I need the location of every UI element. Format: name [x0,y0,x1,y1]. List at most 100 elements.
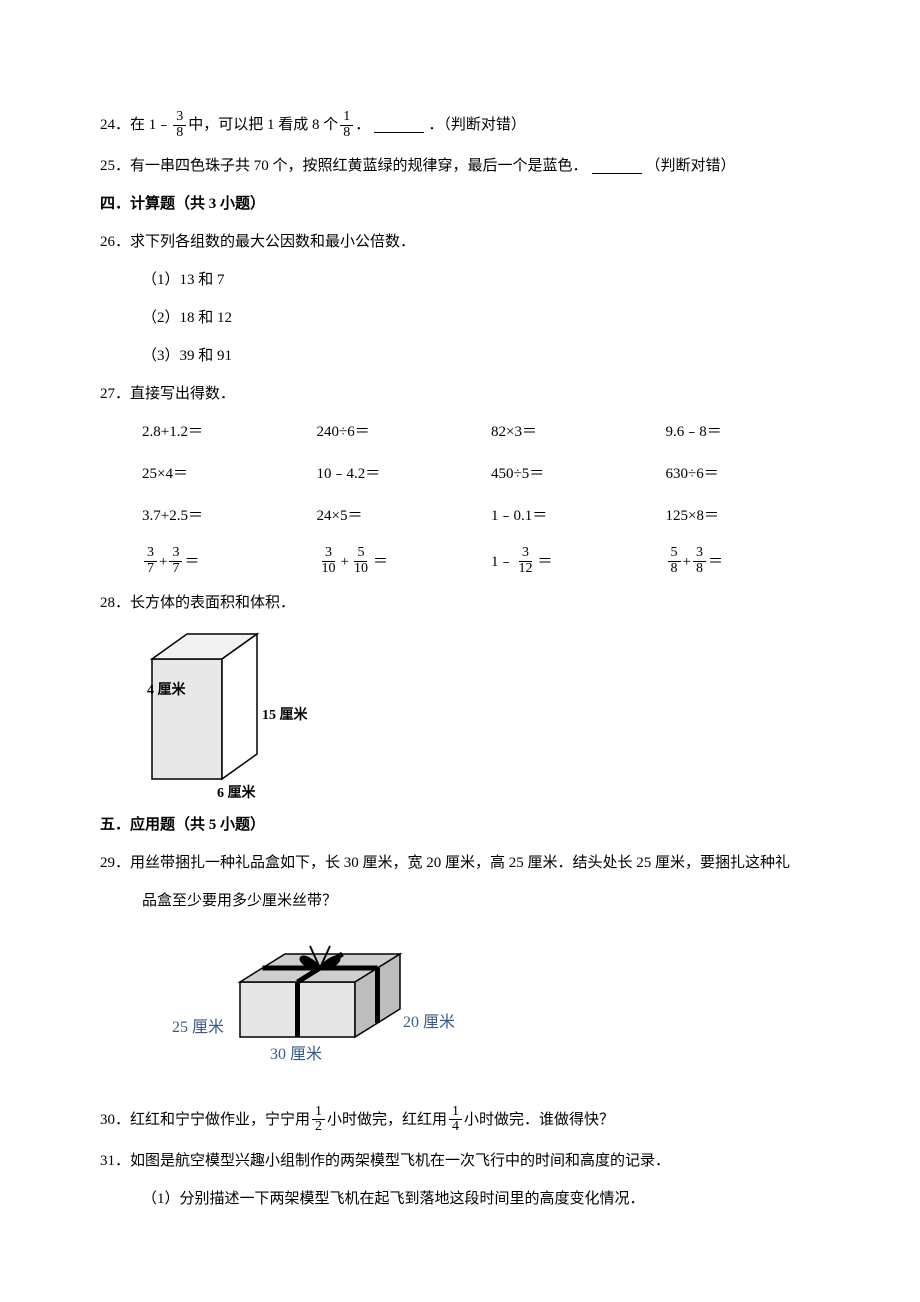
calc-cell: 58 + 38 ＝ [666,546,821,576]
qnum: 28． [100,591,130,615]
fraction: 510 [351,546,371,576]
fraction: 1 8 [340,110,353,140]
calc-cell: 9.6﹣8＝ [666,420,821,444]
fraction: 1 2 [312,1105,325,1135]
calc-grid: 2.8+1.2＝ 240÷6＝ 82×3＝ 9.6﹣8＝ 25×4＝ 10﹣4.… [100,420,820,576]
text: 长方体的表面积和体积． [130,591,295,615]
expr: 1﹣0.1＝ [491,504,547,528]
calc-cell: 24×5＝ [317,504,472,528]
fraction: 3 8 [173,110,186,140]
eq: ＝ [373,550,388,574]
answer-blank[interactable] [374,118,424,133]
fraction: 1 4 [449,1105,462,1135]
calc-cell: 630÷6＝ [666,462,821,486]
expr: 630÷6＝ [666,462,719,486]
expr: 24×5＝ [317,504,363,528]
svg-text:4 厘米: 4 厘米 [147,681,186,698]
text: 求下列各组数的最大公因数和最小公倍数． [130,230,415,254]
text: （判断对错） [646,154,736,178]
question-28: 28． 长方体的表面积和体积． [100,591,820,615]
question-27: 27． 直接写出得数． [100,382,820,406]
question-30: 30． 红红和宁宁做作业，宁宁用 1 2 小时做完，红红用 1 4 小时做完．谁… [100,1105,820,1135]
expr: 82×3＝ [491,420,537,444]
expr: 450÷5＝ [491,462,544,486]
fraction: 38 [693,546,706,576]
cuboid-figure: 4 厘米15 厘米6 厘米 [142,629,820,799]
eq: ＝ [708,550,723,574]
q26-part2: （2）18 和 12 [100,306,820,330]
text: （2）18 和 12 [142,306,232,330]
calc-cell: 10﹣4.2＝ [317,462,472,486]
op: + [159,550,167,574]
fraction: 37 [169,546,182,576]
fraction: 58 [668,546,681,576]
expr: 25×4＝ [142,462,188,486]
question-26: 26． 求下列各组数的最大公因数和最小公倍数． [100,230,820,254]
svg-text:15 厘米: 15 厘米 [262,706,308,723]
calc-cell: 3.7+2.5＝ [142,504,297,528]
eq: ＝ [184,550,199,574]
fraction: 37 [144,546,157,576]
gift-figure: 25 厘米 20 厘米 30 厘米 [170,927,820,1087]
calc-cell: 82×3＝ [491,420,646,444]
fraction: 312 [516,546,536,576]
qnum: 27． [100,382,130,406]
expr: 10﹣4.2＝ [317,462,381,486]
question-31: 31． 如图是航空模型兴趣小组制作的两架模型飞机在一次飞行中的时间和高度的记录． [100,1149,820,1173]
calc-cell: 1﹣0.1＝ [491,504,646,528]
text: ．（判断对错） [428,113,526,137]
q26-part3: （3）39 和 91 [100,344,820,368]
qnum: 26． [100,230,130,254]
expr: 3.7+2.5＝ [142,504,203,528]
calc-cell: 37 + 37 ＝ [142,546,297,576]
op: + [683,550,691,574]
section-4-heading: 四．计算题（共 3 小题） [100,192,820,216]
qnum: 29． [100,851,130,875]
qnum: 24． [100,113,130,137]
answer-blank[interactable] [592,159,642,174]
cuboid-svg: 4 厘米15 厘米6 厘米 [142,629,327,799]
calc-cell: 1﹣ 312 ＝ [491,546,646,576]
calc-cell: 450÷5＝ [491,462,646,486]
text: 中，可以把 1 看成 8 个 [188,113,338,137]
text: （1）分别描述一下两架模型飞机在起飞到落地这段时间里的高度变化情况． [142,1187,645,1211]
svg-text:25 厘米: 25 厘米 [172,1018,224,1036]
text: 直接写出得数． [130,382,235,406]
text: 品盒至少要用多少厘米丝带？ [142,889,337,913]
calc-cell: 240÷6＝ [317,420,472,444]
text: 用丝带捆扎一种礼品盒如下，长 30 厘米，宽 20 厘米，高 25 厘米．结头处… [130,851,790,875]
text: 小时做完，红红用 [327,1108,447,1132]
calc-cell: 2.8+1.2＝ [142,420,297,444]
text: 如图是航空模型兴趣小组制作的两架模型飞机在一次飞行中的时间和高度的记录． [130,1149,670,1173]
svg-text:30 厘米: 30 厘米 [270,1045,322,1063]
qnum: 30． [100,1108,130,1132]
op: + [341,550,349,574]
text: 有一串四色珠子共 70 个，按照红黄蓝绿的规律穿，最后一个是蓝色． [130,154,588,178]
qnum: 31． [100,1149,130,1173]
expr: 125×8＝ [666,504,719,528]
text: 1﹣ [491,550,514,574]
section-5-heading: 五．应用题（共 5 小题） [100,813,820,837]
question-24: 24． 在 1﹣ 3 8 中，可以把 1 看成 8 个 1 8 ． ．（判断对错… [100,110,820,140]
text: ． [355,113,370,137]
text: 小时做完．谁做得快？ [464,1108,614,1132]
question-29-line2: 品盒至少要用多少厘米丝带？ [100,889,820,913]
qnum: 25． [100,154,130,178]
svg-text:20 厘米: 20 厘米 [403,1013,455,1031]
fraction: 310 [319,546,339,576]
q31-part1: （1）分别描述一下两架模型飞机在起飞到落地这段时间里的高度变化情况． [100,1187,820,1211]
q26-part1: （1）13 和 7 [100,268,820,292]
text: 在 1﹣ [130,113,171,137]
question-29-line1: 29． 用丝带捆扎一种礼品盒如下，长 30 厘米，宽 20 厘米，高 25 厘米… [100,851,820,875]
expr: 2.8+1.2＝ [142,420,203,444]
text: 红红和宁宁做作业，宁宁用 [130,1108,310,1132]
text: （1）13 和 7 [142,268,225,292]
calc-cell: 310 + 510 ＝ [317,546,472,576]
text: （3）39 和 91 [142,344,232,368]
question-25: 25． 有一串四色珠子共 70 个，按照红黄蓝绿的规律穿，最后一个是蓝色． （判… [100,154,820,178]
gift-svg: 25 厘米 20 厘米 30 厘米 [170,927,460,1087]
eq: ＝ [538,550,553,574]
heading-text: 五．应用题（共 5 小题） [100,813,265,837]
expr: 240÷6＝ [317,420,370,444]
expr: 9.6﹣8＝ [666,420,722,444]
